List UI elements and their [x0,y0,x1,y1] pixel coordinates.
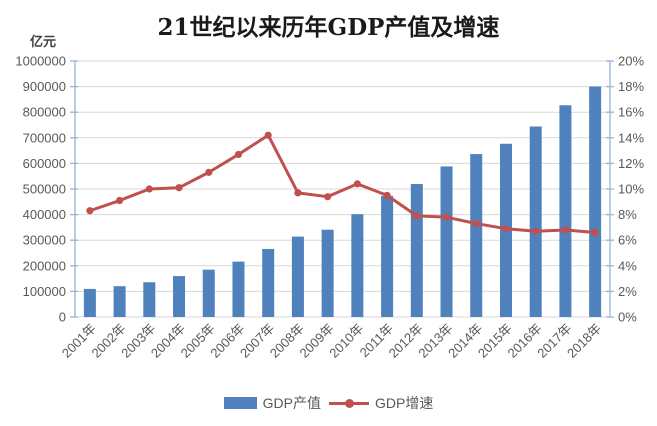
right-axis-tick-label: 16% [618,105,644,120]
growth-marker-2016年 [532,227,540,235]
legend-item-gdp-growth: GDP增速 [329,393,433,413]
bar-2018年 [589,86,602,317]
right-axis-tick-label: 18% [618,79,644,94]
right-axis-tick-label: 14% [618,130,644,145]
right-axis-tick-label: 10% [618,182,644,197]
left-axis-tick-label: 100000 [23,284,66,299]
left-axis-tick-label: 0 [59,310,66,325]
growth-marker-2008年 [294,189,302,197]
growth-marker-2018年 [591,228,599,237]
bar-2013年 [440,166,453,317]
bar-2010年 [351,214,364,317]
bar-2009年 [321,229,334,317]
bar-2014年 [470,154,483,317]
growth-marker-2011年 [383,191,391,199]
growth-marker-2003年 [145,185,153,193]
growth-marker-2017年 [561,226,570,234]
right-axis-tick-label: 0% [618,310,637,325]
right-axis-tick-label: 4% [618,258,637,273]
growth-marker-2013年 [442,213,451,221]
right-axis-tick-label: 20% [618,54,644,69]
left-axis-tick-label: 1000000 [15,54,66,69]
left-axis-unit-label: 亿元 [30,34,57,49]
x-axis-tick-label: 2018年 [564,321,604,361]
bar-2016年 [529,126,542,318]
line-series-swatch-icon [329,398,369,408]
growth-marker-2014年 [472,219,480,228]
bar-2011年 [381,195,394,317]
right-axis-tick-label: 2% [618,284,637,299]
growth-marker-2007年 [264,131,272,139]
left-axis-tick-label: 300000 [23,233,66,248]
growth-marker-2002年 [115,196,124,205]
bar-2008年 [291,236,304,317]
growth-marker-2005年 [205,168,213,176]
growth-marker-2012年 [413,212,421,220]
bar-series-swatch-icon [223,397,257,409]
growth-marker-2004年 [175,184,183,192]
growth-marker-2009年 [324,193,332,201]
legend-item-gdp-value: GDP产值 [223,393,321,413]
left-axis-tick-label: 900000 [23,79,66,94]
bar-2002年 [113,286,126,317]
legend-label-gdp-value: GDP产值 [262,395,321,411]
bar-2003年 [143,282,156,317]
left-axis-tick-label: 200000 [23,258,66,273]
left-axis-tick-label: 500000 [23,182,66,197]
x-axis-tick-label: 2010年 [326,321,366,361]
bar-2004年 [173,276,186,317]
right-axis-tick-label: 12% [618,156,644,171]
growth-marker-2001年 [86,207,94,215]
bar-2007年 [262,248,275,317]
bar-2006年 [232,261,245,317]
right-axis-tick-label: 6% [618,233,637,248]
legend: GDP产值 GDP增速 [0,393,657,413]
bar-2005年 [202,269,215,317]
right-axis-tick-label: 8% [618,207,637,222]
left-axis-tick-label: 600000 [23,156,66,171]
chart-title: 21世纪以来历年GDP产值及增速 [157,14,500,41]
left-axis-tick-label: 400000 [23,207,66,222]
legend-label-gdp-growth: GDP增速 [375,395,434,411]
growth-marker-2015年 [502,225,510,233]
bar-2001年 [83,288,96,317]
bar-2012年 [410,184,423,317]
growth-marker-2006年 [234,150,243,159]
bar-2017年 [559,105,572,317]
left-axis-tick-label: 800000 [23,105,66,120]
left-axis-tick-label: 700000 [23,130,66,145]
growth-marker-2010年 [353,180,361,188]
growth-line [88,133,597,235]
